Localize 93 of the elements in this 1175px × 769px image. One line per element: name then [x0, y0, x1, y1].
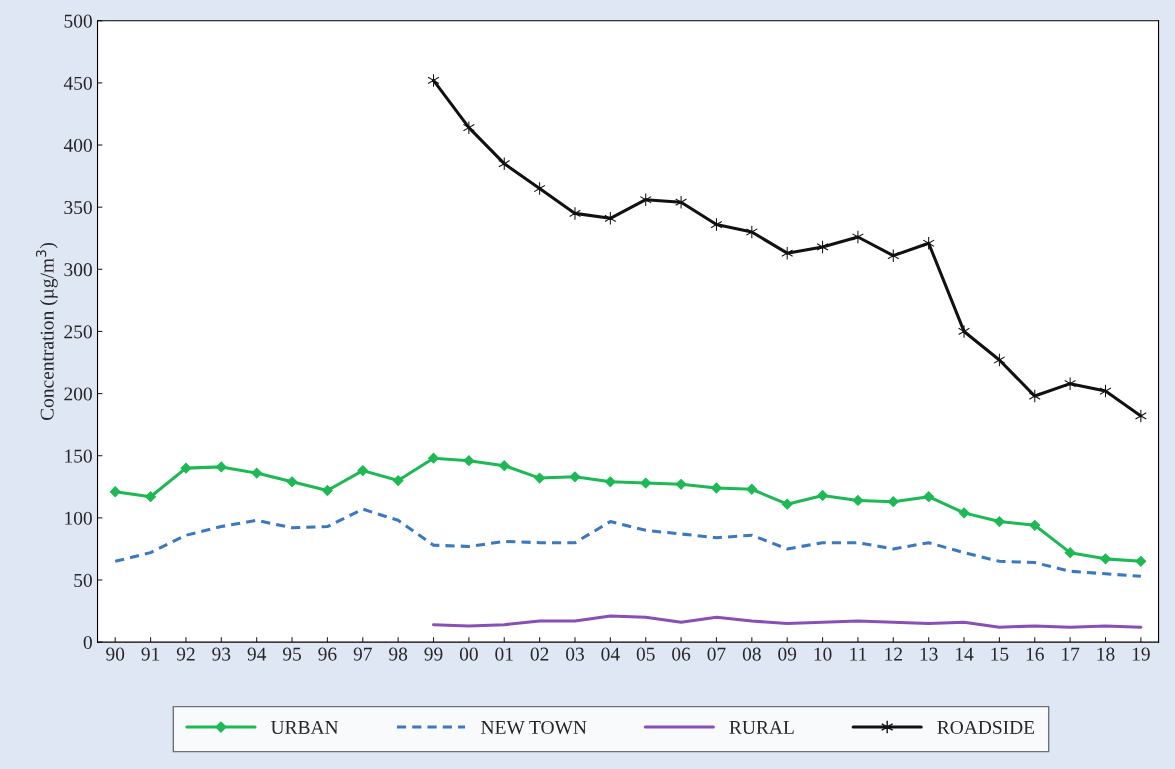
point: [781, 498, 793, 510]
y-tick-label: 150: [65, 449, 92, 463]
x-tick-label: 11: [850, 647, 867, 661]
y-tick-label: 100: [65, 511, 92, 525]
x-tick-label: 03: [566, 647, 584, 661]
y-tick-label: 300: [64, 263, 92, 277]
x-tick-label: 04: [601, 647, 620, 661]
y-tick-label: 500: [64, 14, 92, 28]
x-tick-label: 06: [672, 647, 691, 661]
x-tick-label: 93: [212, 647, 231, 661]
point: [427, 73, 440, 88]
x-tick-label: 98: [389, 647, 408, 661]
x-tick-label: 90: [106, 647, 125, 661]
point: [993, 516, 1005, 527]
point: [180, 462, 192, 474]
x-tick-label: 94: [247, 647, 267, 661]
x-tick-label: 05: [636, 647, 655, 661]
y-axis-title: Concentration (µg/m$^{3}$): [35, 242, 58, 421]
point: [1135, 555, 1147, 567]
x-tick-label: 07: [707, 647, 726, 661]
y-tick-label: 200: [64, 387, 92, 401]
legend-label: ROADSIDE: [937, 720, 1035, 735]
point: [1029, 519, 1041, 531]
point: [1064, 376, 1077, 391]
y-tick-label: 0: [83, 635, 92, 650]
line-series: [113, 507, 1143, 578]
x-tick-label: 16: [1026, 647, 1044, 661]
y-tick-label: 250: [64, 325, 92, 339]
point: [817, 490, 828, 501]
x-tick-label: 01: [495, 647, 513, 661]
x-tick-label: 09: [778, 647, 797, 661]
y-tick-label: 50: [74, 573, 92, 587]
x-tick-label: 19: [1132, 647, 1150, 661]
point: [604, 211, 617, 226]
x-tick-label: 92: [176, 647, 195, 661]
point: [109, 486, 121, 498]
point: [711, 482, 722, 494]
point: [923, 491, 935, 503]
x-tick-label: 10: [814, 647, 832, 661]
point: [462, 120, 475, 135]
point: [993, 353, 1006, 367]
point: [675, 478, 687, 490]
point: [498, 460, 510, 472]
point: [392, 475, 404, 486]
point: [746, 483, 758, 495]
legend-label: URBAN: [270, 721, 339, 735]
x-tick-label: 00: [459, 647, 478, 661]
point: [958, 324, 970, 339]
x-tick-label: 08: [742, 647, 761, 661]
point: [498, 156, 511, 171]
point: [1100, 553, 1111, 565]
point: [604, 476, 616, 488]
point: [428, 452, 439, 464]
point: [321, 485, 333, 496]
line-series: [431, 614, 1143, 629]
y-tick-label: 400: [63, 138, 92, 152]
point: [816, 240, 829, 254]
point: [145, 491, 157, 503]
point: [1099, 384, 1112, 398]
point: [286, 476, 298, 488]
x-tick-label: 15: [991, 647, 1009, 661]
x-tick-label: 14: [956, 647, 974, 661]
legend-label: RURAL: [729, 721, 794, 735]
point: [958, 507, 970, 519]
point: [851, 230, 864, 244]
point: [251, 467, 263, 479]
x-tick-label: 91: [141, 647, 160, 661]
point: [745, 225, 758, 239]
x-tick-label: 17: [1062, 647, 1080, 661]
y-tick-label: 450: [63, 76, 92, 90]
x-tick-label: 13: [920, 647, 938, 661]
point: [639, 192, 652, 207]
point: [710, 217, 723, 232]
point: [640, 477, 652, 489]
y-tick-label: 350: [64, 200, 92, 215]
x-tick-label: 96: [318, 647, 337, 661]
point: [569, 206, 581, 221]
point: [215, 461, 227, 473]
x-tick-label: 99: [424, 647, 443, 661]
point: [852, 495, 864, 506]
x-tick-label: 02: [530, 647, 549, 661]
point: [357, 465, 369, 477]
x-tick-label: 12: [885, 647, 902, 661]
point: [887, 248, 900, 263]
x-tick-label: 95: [282, 647, 302, 661]
point: [569, 471, 581, 483]
x-tick-label: 97: [353, 647, 372, 661]
point: [1064, 547, 1076, 559]
point: [1028, 389, 1041, 403]
x-tick-label: 18: [1097, 647, 1115, 661]
point: [922, 236, 935, 250]
legend-label: NEW TOWN: [481, 720, 587, 735]
point: [463, 455, 475, 467]
